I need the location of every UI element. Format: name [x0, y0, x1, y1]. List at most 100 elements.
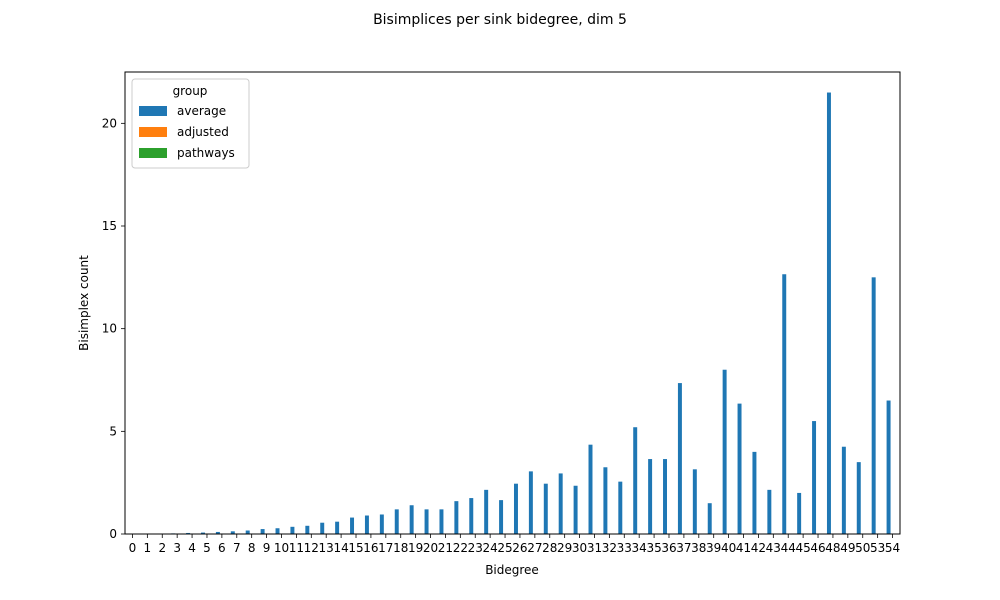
x-tick-label: 13 — [319, 541, 334, 555]
bar-average-24 — [484, 489, 489, 534]
legend-entries: average adjusted pathways — [139, 104, 235, 160]
bar-average-16 — [364, 515, 369, 534]
x-tick-label: 42 — [751, 541, 766, 555]
x-tick-label: 2 — [158, 541, 166, 555]
x-tick-label: 10 — [274, 541, 289, 555]
bar-average-48 — [826, 92, 831, 534]
x-tick-label: 43 — [766, 541, 781, 555]
x-tick-label: 23 — [468, 541, 483, 555]
legend-swatch-pathways — [139, 148, 167, 158]
x-tick-label: 20 — [423, 541, 438, 555]
bar-average-12 — [305, 525, 310, 534]
y-axis-title: Bisimplex count — [77, 255, 91, 351]
bar-average-44 — [782, 274, 787, 534]
bar-average-38 — [692, 469, 697, 534]
x-tick-label: 16 — [363, 541, 378, 555]
legend-label-average: average — [177, 104, 226, 118]
y-tick-label: 0 — [109, 527, 117, 541]
legend-label-pathways: pathways — [177, 146, 235, 160]
x-axis-title: Bidegree — [485, 563, 539, 577]
x-tick-label: 25 — [497, 541, 512, 555]
legend-label-adjusted: adjusted — [177, 125, 229, 139]
x-tick-label: 27 — [527, 541, 542, 555]
x-tick-label: 46 — [810, 541, 825, 555]
bar-average-43 — [767, 489, 772, 534]
x-tick-label: 26 — [512, 541, 527, 555]
bar-average-23 — [469, 498, 474, 534]
x-tick-label: 40 — [721, 541, 736, 555]
x-tick-label: 54 — [885, 541, 900, 555]
x-tick-label: 6 — [218, 541, 226, 555]
x-tick-label: 1 — [144, 541, 152, 555]
x-tick-label: 18 — [393, 541, 408, 555]
bar-average-17 — [379, 514, 384, 534]
x-tick-label: 39 — [706, 541, 721, 555]
bar-average-54 — [886, 400, 891, 534]
bar-average-39 — [707, 503, 712, 534]
bar-average-34 — [633, 427, 638, 534]
x-tick-label: 8 — [248, 541, 256, 555]
x-tick-label: 32 — [602, 541, 617, 555]
bar-average-20 — [424, 509, 429, 534]
x-tick-label: 17 — [378, 541, 393, 555]
bar-average-32 — [603, 467, 608, 534]
bar-average-5 — [201, 532, 205, 534]
x-tick-label: 22 — [453, 541, 468, 555]
x-tick-label: 50 — [855, 541, 870, 555]
x-tick-label: 33 — [617, 541, 632, 555]
legend-title: group — [173, 84, 208, 98]
legend: group average adjusted pathways — [131, 78, 250, 169]
bar-average-26 — [513, 483, 518, 534]
bar-average-42 — [752, 451, 757, 534]
x-tick-label: 44 — [781, 541, 796, 555]
bar-average-4 — [186, 532, 191, 534]
bar-average-50 — [856, 462, 861, 534]
bar-average-6 — [215, 531, 220, 534]
x-tick-label: 7 — [233, 541, 241, 555]
x-tick-label: 24 — [483, 541, 498, 555]
bar-average-29 — [558, 473, 563, 534]
y-tick-label: 20 — [102, 116, 117, 130]
y-tick-label: 5 — [109, 424, 117, 438]
x-tick-label: 15 — [348, 541, 363, 555]
bar-average-45 — [797, 492, 802, 534]
plot-frame — [124, 71, 901, 535]
bar-average-19 — [409, 505, 414, 534]
x-tick-label: 4 — [188, 541, 196, 555]
bar-average-11 — [290, 526, 295, 534]
bar-average-41 — [737, 403, 742, 534]
x-tick-label: 34 — [632, 541, 647, 555]
x-tick-label: 28 — [542, 541, 557, 555]
y-axis-ticks: 0 5 10 15 20 — [102, 116, 125, 541]
bar-average-28 — [543, 483, 548, 534]
x-tick-label: 12 — [304, 541, 319, 555]
bars-layer — [156, 92, 891, 534]
x-tick-label: 21 — [438, 541, 453, 555]
x-tick-label: 35 — [646, 541, 661, 555]
legend-box — [131, 78, 250, 169]
bar-average-13 — [320, 522, 325, 534]
bar-average-40 — [722, 369, 727, 534]
x-tick-label: 31 — [587, 541, 602, 555]
bar-average-25 — [499, 500, 504, 534]
bar-average-37 — [677, 383, 682, 534]
legend-swatch-adjusted — [139, 127, 167, 137]
chart-title: Bisimplices per sink bidegree, dim 5 — [373, 12, 627, 28]
bar-average-30 — [573, 485, 578, 534]
x-axis-ticks: 0 1 2 3 4 5 6 7 8 9 10 11 12 13 14 15 16 17 18 19 20 21 22 23 24… — [129, 534, 900, 555]
bar-average-33 — [618, 481, 623, 534]
x-tick-label: 49 — [840, 541, 855, 555]
bar-average-36 — [663, 459, 667, 534]
y-tick-label: 15 — [102, 219, 117, 233]
x-tick-label: 45 — [795, 541, 810, 555]
x-tick-label: 19 — [408, 541, 423, 555]
y-tick-label: 10 — [102, 322, 117, 336]
bar-average-15 — [350, 517, 355, 534]
bar-average-18 — [394, 509, 399, 534]
bar-average-22 — [454, 501, 459, 534]
x-tick-label: 48 — [825, 541, 840, 555]
bar-average-8 — [245, 530, 250, 534]
x-tick-label: 3 — [173, 541, 181, 555]
x-tick-label: 9 — [263, 541, 271, 555]
